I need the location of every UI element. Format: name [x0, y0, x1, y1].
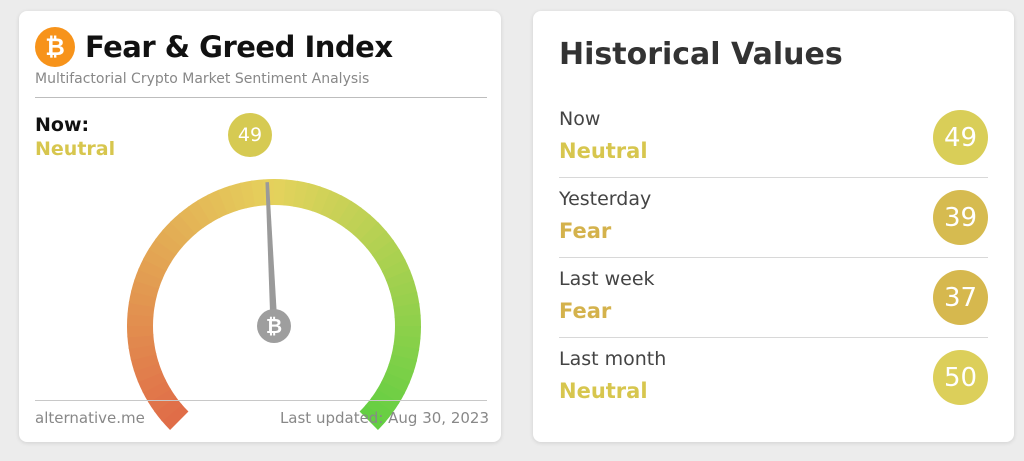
history-row-last-month: Last month Neutral 50	[559, 348, 988, 428]
history-value-badge: 49	[933, 110, 988, 165]
gauge-arc-segment	[131, 278, 160, 298]
gauge-arc-segment	[381, 372, 410, 395]
gauge-arc-segment	[381, 259, 411, 282]
gauge-arc-segment	[197, 194, 221, 223]
gauge-arc-segment	[128, 343, 157, 361]
gauge-arc-segment	[371, 239, 401, 265]
history-row-yesterday: Yesterday Fear 39	[559, 188, 988, 268]
gauge-arc-segment	[302, 183, 322, 212]
history-classification: Neutral	[559, 379, 648, 403]
row-divider	[559, 257, 988, 258]
gauge-arc-segment	[142, 379, 171, 403]
gauge-arc-segment	[178, 206, 205, 235]
header-divider	[35, 97, 487, 98]
gauge-arc-segment	[391, 291, 420, 309]
gauge-arc-segment	[228, 182, 248, 211]
gauge-arc-segment	[273, 179, 288, 206]
gauge-arc-segment	[170, 213, 197, 241]
gauge-arc-segment	[187, 199, 213, 229]
gauge-arc-segment	[385, 363, 414, 384]
history-row-now: Now Neutral 49	[559, 108, 988, 188]
gauge-arc-segment	[127, 333, 155, 349]
gauge-arc-segment	[283, 179, 299, 207]
row-divider	[559, 337, 988, 338]
history-period: Yesterday	[559, 188, 652, 210]
fear-greed-header: ₿ Fear & Greed Index	[35, 26, 393, 68]
history-value-badge: 37	[933, 270, 988, 325]
gauge-arc-segment	[127, 301, 155, 317]
gauge-arc-segment	[130, 352, 159, 372]
gauge-needle	[265, 182, 278, 327]
gauge-arc-segment	[391, 344, 420, 362]
gauge-arc-segment	[393, 303, 421, 319]
gauge-arc-segment	[133, 361, 163, 383]
history-value-badge: 50	[933, 350, 988, 405]
gauge-arc-segment	[292, 180, 310, 209]
history-period: Now	[559, 108, 601, 130]
source-label: alternative.me	[35, 409, 145, 427]
gauge-arc-segment	[162, 220, 190, 248]
gauge-arc-segment	[138, 257, 167, 280]
now-label: Now:	[35, 114, 90, 136]
gauge-arc-segment	[394, 325, 421, 340]
bitcoin-hub-icon: ₿	[266, 314, 282, 338]
gauge-arc-segment	[161, 403, 189, 430]
gauge-arc-segment	[359, 222, 387, 249]
sentiment-gauge: ₿	[127, 179, 421, 430]
historical-values-card: Historical Values Now Neutral 49 Yesterd…	[533, 11, 1014, 442]
fear-greed-title: Fear & Greed Index	[85, 30, 393, 64]
gauge-arc-segment	[148, 238, 178, 263]
gauge-arc-segment	[352, 214, 380, 242]
gauge-arc-segment	[137, 370, 167, 393]
gauge-arc-segment	[389, 280, 418, 300]
gauge-arc-segment	[345, 207, 371, 236]
history-classification: Fear	[559, 219, 612, 243]
history-period: Last week	[559, 268, 655, 290]
history-period: Last month	[559, 348, 667, 370]
gauge-arc-segment	[143, 247, 172, 272]
gauge-arc-segment	[388, 354, 417, 374]
gauge-arc-segment	[217, 185, 239, 215]
gauge-value-badge: 49	[228, 113, 272, 157]
gauge-arc-segment	[376, 380, 405, 405]
gauge-arc-segment	[385, 269, 415, 291]
gauge-arc-segment	[239, 180, 257, 209]
gauge-arc-segment	[155, 229, 184, 255]
gauge-arc-segment	[154, 395, 183, 422]
gauge-arc-segment	[393, 335, 421, 351]
gauge-arc-segment	[207, 189, 230, 219]
footer-divider	[35, 400, 487, 401]
history-value-badge: 39	[933, 190, 988, 245]
fear-greed-card: ₿ Fear & Greed Index Multifactorial Cryp…	[19, 11, 501, 442]
fear-greed-subtitle: Multifactorial Crypto Market Sentiment A…	[35, 71, 370, 87]
gauge-hub	[257, 309, 291, 343]
gauge-arc-segment	[359, 404, 386, 430]
gauge-arc-segment	[128, 290, 157, 308]
gauge-arc-segment	[377, 249, 406, 273]
row-divider	[559, 177, 988, 178]
gauge-arc-segment	[251, 179, 267, 207]
gauge-arc-segment	[127, 312, 154, 327]
gauge-arc-segment	[365, 230, 394, 257]
gauge-arc-segment	[328, 195, 353, 224]
history-classification: Neutral	[559, 139, 648, 163]
historical-values-title: Historical Values	[559, 37, 843, 72]
gauge-arc-segment	[311, 186, 332, 215]
history-classification: Fear	[559, 299, 612, 323]
gauge-arc-segment	[337, 200, 362, 230]
gauge-arc-segment	[320, 190, 343, 219]
gauge-arc-segment	[134, 268, 163, 289]
gauge-arc-segment	[370, 389, 400, 414]
last-updated-label: Last updated: Aug 30, 2023	[279, 409, 489, 427]
now-classification: Neutral	[35, 138, 116, 160]
bitcoin-logo-icon: ₿	[35, 27, 75, 67]
history-row-last-week: Last week Fear 37	[559, 268, 988, 348]
